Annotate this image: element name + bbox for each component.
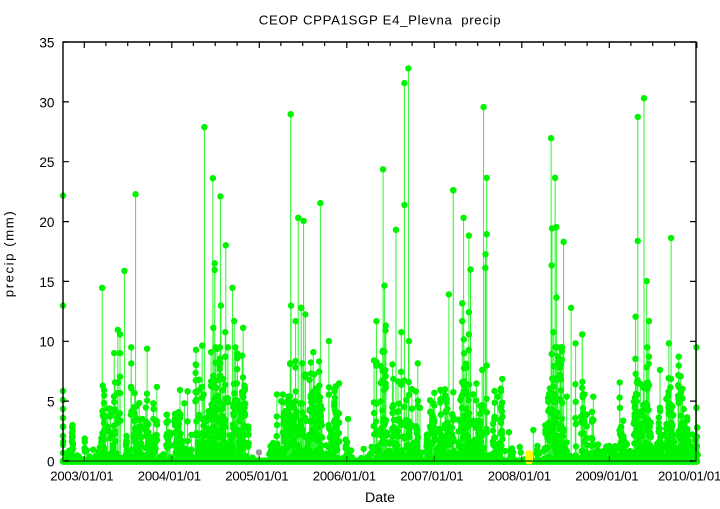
- svg-text:2003/01/01: 2003/01/01: [50, 469, 113, 484]
- svg-text:30: 30: [39, 95, 55, 110]
- svg-text:2004/01/01: 2004/01/01: [138, 469, 201, 484]
- svg-text:CEOP CPPA1SGP E4_Plevna preci: CEOP CPPA1SGP E4_Plevna precip: [259, 12, 501, 27]
- svg-text:35: 35: [39, 35, 54, 50]
- svg-text:precip (mm): precip (mm): [2, 210, 17, 297]
- svg-text:2006/01/01: 2006/01/01: [313, 469, 376, 484]
- svg-text:20: 20: [39, 215, 55, 230]
- svg-text:2009/01/01: 2009/01/01: [575, 469, 638, 484]
- svg-text:5: 5: [47, 395, 55, 410]
- svg-text:25: 25: [39, 155, 54, 170]
- svg-text:15: 15: [39, 275, 54, 290]
- svg-text:2010/01/01: 2010/01/01: [658, 469, 720, 484]
- svg-text:10: 10: [39, 335, 55, 350]
- svg-text:Date: Date: [365, 490, 395, 504]
- svg-text:2008/01/01: 2008/01/01: [488, 469, 551, 484]
- svg-text:2005/01/01: 2005/01/01: [225, 469, 288, 484]
- svg-text:2007/01/01: 2007/01/01: [400, 469, 463, 484]
- svg-text:0: 0: [47, 454, 55, 469]
